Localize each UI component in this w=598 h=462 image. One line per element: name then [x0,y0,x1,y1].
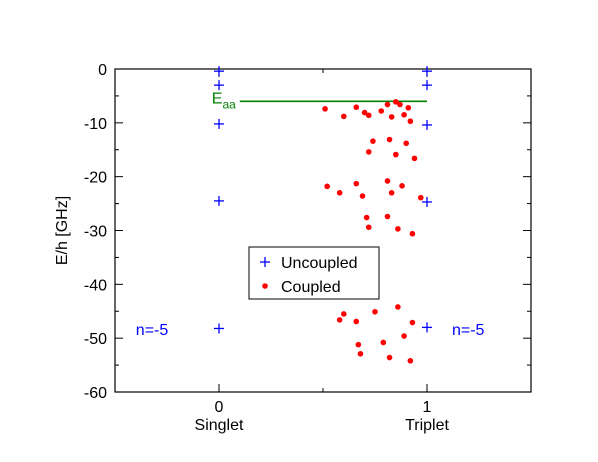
coupled-point [409,319,416,326]
coupled-point [388,190,395,196]
coupled-point [395,304,401,310]
coupled-point [399,183,405,189]
y-tick-label: 0 [98,62,107,79]
legend: Uncoupled Coupled [248,246,380,300]
eaa-label: Eaa [212,90,236,111]
coupled-point [336,190,343,196]
legend-label: Uncoupled [281,255,358,272]
coupled-point [395,226,401,232]
coupled-point [359,193,366,199]
coupled-point [384,213,391,220]
uncoupled-point [422,119,432,130]
uncoupled-point [214,66,224,77]
legend-box [248,246,380,300]
coupled-point [386,354,393,361]
annotations-layer: n=-5 n=-5 [136,322,485,339]
uncoupled-point [214,80,224,91]
coupled-point [365,224,372,231]
coupled-point [417,194,424,201]
coupled-point [372,308,378,315]
coupled-point [363,214,370,221]
coupled-point [409,230,416,237]
coupled-point [407,357,414,364]
uncoupled-point [214,195,224,206]
y-tick-label: -20 [84,170,107,187]
coupled-point [388,114,395,120]
uncoupled-point [422,196,432,207]
y-tick-label: -10 [84,116,107,133]
uncoupled-point [422,66,432,77]
coupled-point [355,341,362,348]
coupled-point [365,149,372,155]
coupled-point [384,178,391,184]
coupled-point [393,99,399,105]
coupled-point [401,333,407,339]
x-category-label: Singlet [195,417,244,434]
uncoupled-point [214,323,224,334]
points-layer [214,66,432,364]
coupled-point [353,104,360,111]
coupled-point [370,138,376,144]
coupled-point [341,311,347,317]
y-tick-label: -30 [84,224,107,241]
legend-coupled-marker [262,283,268,289]
coupled-point [397,101,403,108]
coupled-point [361,109,368,116]
x-category-label: Triplet [405,417,449,434]
coupled-point [401,111,407,118]
x-tick-label: 1 [423,399,432,416]
coupled-point [411,155,418,162]
coupled-point [393,151,399,158]
coupled-point [353,318,360,325]
uncoupled-point [422,322,432,333]
coupled-point [405,104,412,111]
y-tick-label: -60 [84,385,107,402]
coupled-point [384,101,391,108]
coupled-point [357,350,364,357]
coupled-point [322,106,328,112]
n-annotation: n=-5 [136,322,169,339]
coupled-point [386,136,393,143]
x-tick-label: 0 [215,399,224,416]
uncoupled-point [214,118,224,129]
coupled-point [353,180,360,187]
coupled-point [336,317,343,323]
n-annotation: n=-5 [452,322,485,339]
coupled-point [407,118,414,125]
coupled-point [324,183,330,190]
coupled-point [380,339,387,346]
y-axis-label: E/h [GHz] [54,196,71,265]
coupled-point [378,108,385,114]
coupled-point [365,112,372,119]
uncoupled-point [422,80,432,91]
legend-label: Coupled [281,279,341,296]
coupled-point [403,140,410,147]
y-tick-label: -50 [84,331,107,348]
y-tick-label: -40 [84,277,107,294]
coupled-point [341,113,347,120]
